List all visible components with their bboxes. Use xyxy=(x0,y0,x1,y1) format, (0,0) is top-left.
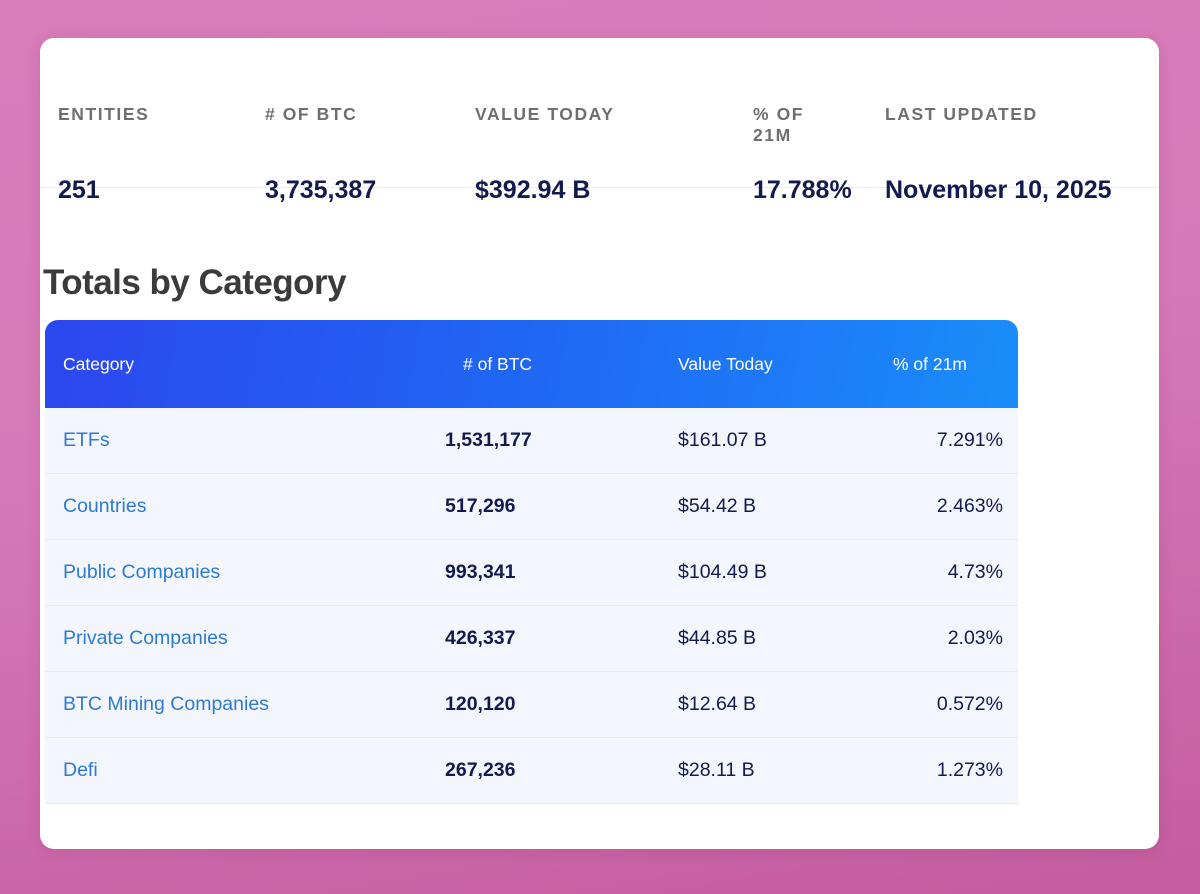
stat-value-value-today: $392.94 B xyxy=(475,176,591,204)
cell-btc: 517,296 xyxy=(445,474,660,540)
table-row: Public Companies 993,341 $104.49 B 4.73% xyxy=(45,540,1018,606)
table-row: BTC Mining Companies 120,120 $12.64 B 0.… xyxy=(45,672,1018,738)
category-link-btc-mining-companies[interactable]: BTC Mining Companies xyxy=(63,693,269,715)
column-header-percent[interactable]: % of 21m xyxy=(893,353,967,374)
summary-stats-strip: ENTITIES 251 # OF BTC 3,735,387 VALUE TO… xyxy=(40,38,1159,204)
table-row: Private Companies 426,337 $44.85 B 2.03% xyxy=(45,606,1018,672)
cell-btc: 267,236 xyxy=(445,738,660,804)
cell-percent: 2.463% xyxy=(875,474,1018,540)
cell-category: Countries xyxy=(45,474,445,540)
page-title: Totals by Category xyxy=(43,263,347,302)
table-row: Countries 517,296 $54.42 B 2.463% xyxy=(45,474,1018,540)
cell-btc: 1,531,177 xyxy=(445,408,660,474)
cell-percent: 7.291% xyxy=(875,408,1018,474)
table-row: Defi 267,236 $28.11 B 1.273% xyxy=(45,738,1018,804)
treasury-summary-card: ENTITIES 251 # OF BTC 3,735,387 VALUE TO… xyxy=(40,38,1159,849)
cell-value: $54.42 B xyxy=(660,474,875,540)
cell-value: $12.64 B xyxy=(660,672,875,738)
column-header-value[interactable]: Value Today xyxy=(678,353,773,374)
stat-value-number-of-btc: 3,735,387 xyxy=(265,176,377,204)
table-header-row: Category # of BTC Value Today % of 21m xyxy=(45,320,1018,408)
category-link-defi[interactable]: Defi xyxy=(63,759,98,781)
cell-category: Defi xyxy=(45,738,445,804)
stat-value-last-updated: November 10, 2025 xyxy=(885,176,1112,204)
category-link-public-companies[interactable]: Public Companies xyxy=(63,561,221,583)
cell-category: ETFs xyxy=(45,408,445,474)
stat-label-entities: ENTITIES xyxy=(58,104,150,124)
cell-btc: 993,341 xyxy=(445,540,660,606)
totals-by-category-table: Category # of BTC Value Today % of 21m E… xyxy=(45,320,1018,804)
category-link-etfs[interactable]: ETFs xyxy=(63,429,110,451)
cell-value: $104.49 B xyxy=(660,540,875,606)
column-header-category[interactable]: Category xyxy=(63,353,135,374)
cell-value: $28.11 B xyxy=(660,738,875,804)
cell-value: $161.07 B xyxy=(660,408,875,474)
cell-category: Public Companies xyxy=(45,540,445,606)
cell-percent: 2.03% xyxy=(875,606,1018,672)
table-row: ETFs 1,531,177 $161.07 B 7.291% xyxy=(45,408,1018,474)
category-link-private-companies[interactable]: Private Companies xyxy=(63,627,228,649)
cell-percent: 4.73% xyxy=(875,540,1018,606)
table-header: Category # of BTC Value Today % of 21m xyxy=(45,320,1018,408)
stat-label-value-today: VALUE TODAY xyxy=(475,104,615,124)
cell-category: Private Companies xyxy=(45,606,445,672)
cell-percent: 0.572% xyxy=(875,672,1018,738)
cell-percent: 1.273% xyxy=(875,738,1018,804)
cell-btc: 426,337 xyxy=(445,606,660,672)
stat-label-last-updated: LAST UPDATED xyxy=(885,104,1038,124)
stat-value-percent-of-21m: 17.788% xyxy=(753,176,852,204)
category-link-countries[interactable]: Countries xyxy=(63,495,147,517)
stat-value-entities: 251 xyxy=(58,176,100,204)
stat-label-number-of-btc: # OF BTC xyxy=(265,104,358,124)
cell-btc: 120,120 xyxy=(445,672,660,738)
table-body: ETFs 1,531,177 $161.07 B 7.291% Countrie… xyxy=(45,408,1018,804)
cell-value: $44.85 B xyxy=(660,606,875,672)
cell-category: BTC Mining Companies xyxy=(45,672,445,738)
stat-label-percent-of-21m: % OF 21M xyxy=(753,104,805,146)
column-header-btc[interactable]: # of BTC xyxy=(463,353,533,374)
